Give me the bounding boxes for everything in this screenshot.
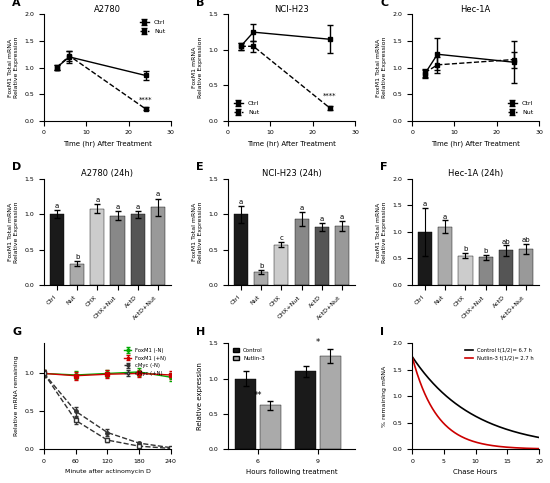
Legend: Control, Nutlin-3: Control, Nutlin-3 (231, 346, 267, 363)
Control t(1/2)= 6.7 h (443, 393, 449, 398)
Title: NCI-H23: NCI-H23 (274, 5, 309, 14)
Y-axis label: FoxM1 Total mRNA
Relative Expression: FoxM1 Total mRNA Relative Expression (8, 37, 19, 98)
Text: H: H (196, 327, 206, 337)
Text: E: E (196, 162, 204, 172)
Y-axis label: Relative mRNA remaining: Relative mRNA remaining (14, 356, 19, 437)
Nutlin-3 t(1/2)= 2.7 h (414, 371, 421, 377)
X-axis label: Time (hr) After Treatment: Time (hr) After Treatment (63, 141, 152, 147)
Title: NCI-H23 (24h): NCI-H23 (24h) (262, 169, 321, 178)
Text: a: a (95, 197, 100, 203)
X-axis label: Hours following treatment: Hours following treatment (246, 469, 337, 475)
Control t(1/2)= 6.7 h (416, 364, 423, 370)
Control t(1/2)= 6.7 h (432, 383, 439, 389)
Text: C: C (381, 0, 388, 8)
Text: B: B (196, 0, 205, 8)
Title: Hec-1A (24h): Hec-1A (24h) (448, 169, 503, 178)
Nutlin-3 t(1/2)= 2.7 h (416, 378, 423, 384)
Legend: Control t(1/2)= 6.7 h, Nutlin-3 t(1/2)= 2.7 h: Control t(1/2)= 6.7 h, Nutlin-3 t(1/2)= … (463, 346, 536, 363)
Line: Nutlin-3 t(1/2)= 2.7 h: Nutlin-3 t(1/2)= 2.7 h (412, 356, 539, 449)
Bar (519, 249, 534, 285)
X-axis label: Minute after actinomycin D: Minute after actinomycin D (64, 469, 150, 474)
Y-axis label: FoxM1 Total mRNA
Relative Expression: FoxM1 Total mRNA Relative Expression (376, 37, 387, 98)
Bar (235, 379, 256, 449)
Text: a: a (136, 203, 140, 210)
Bar (131, 214, 145, 285)
Text: ab: ab (502, 239, 510, 244)
Legend: Ctrl, Nut: Ctrl, Nut (231, 99, 262, 117)
Bar (260, 405, 281, 449)
Bar (90, 209, 104, 285)
Text: c: c (279, 235, 283, 241)
Text: a: a (156, 191, 160, 198)
Line: Control t(1/2)= 6.7 h: Control t(1/2)= 6.7 h (412, 356, 539, 438)
Bar (335, 226, 349, 285)
Text: a: a (423, 201, 427, 207)
Nutlin-3 t(1/2)= 2.7 h (536, 446, 542, 452)
Bar (320, 356, 341, 449)
Bar (478, 257, 493, 285)
Bar (254, 272, 268, 285)
Bar (315, 227, 329, 285)
Bar (274, 244, 288, 285)
Bar (151, 207, 165, 285)
Bar (499, 250, 513, 285)
Text: b: b (483, 248, 488, 254)
Title: A2780 (24h): A2780 (24h) (81, 169, 134, 178)
Bar (50, 214, 64, 285)
X-axis label: Time (hr) After Treatment: Time (hr) After Treatment (431, 141, 520, 147)
Text: a: a (320, 215, 324, 222)
Text: a: a (55, 203, 59, 209)
Text: a: a (443, 213, 447, 220)
Bar (111, 215, 125, 285)
Text: a: a (239, 199, 243, 205)
Y-axis label: FoxM1 Total mRNA
Relative Expression: FoxM1 Total mRNA Relative Expression (376, 201, 387, 263)
Text: *: * (316, 338, 320, 347)
Control t(1/2)= 6.7 h (414, 361, 421, 367)
Nutlin-3 t(1/2)= 2.7 h (529, 446, 536, 452)
Control t(1/2)= 6.7 h (525, 432, 531, 438)
Control t(1/2)= 6.7 h (536, 435, 542, 440)
Legend: Ctrl, Nut: Ctrl, Nut (137, 17, 168, 37)
Text: a: a (340, 214, 344, 220)
Y-axis label: Relative expression: Relative expression (197, 362, 203, 430)
Control t(1/2)= 6.7 h (529, 433, 536, 439)
X-axis label: Time (hr) After Treatment: Time (hr) After Treatment (247, 141, 336, 147)
Bar (418, 232, 432, 285)
Text: F: F (381, 162, 388, 172)
Text: I: I (381, 327, 384, 337)
Text: b: b (463, 246, 467, 253)
Nutlin-3 t(1/2)= 2.7 h (432, 411, 439, 416)
Text: b: b (259, 263, 263, 269)
Nutlin-3 t(1/2)= 2.7 h (409, 354, 415, 359)
Y-axis label: % remaining mRNA: % remaining mRNA (382, 366, 387, 427)
Text: **: ** (254, 391, 262, 400)
Title: Hec-1A: Hec-1A (460, 5, 491, 14)
Bar (295, 219, 309, 285)
Bar (295, 371, 316, 449)
Y-axis label: FoxM1 mRNA
Relative Expression: FoxM1 mRNA Relative Expression (192, 37, 203, 98)
Legend: Ctrl, Nut: Ctrl, Nut (505, 99, 536, 117)
Text: *: * (251, 30, 256, 39)
Y-axis label: FoxM1 Total mRNA
Relative Expression: FoxM1 Total mRNA Relative Expression (8, 201, 19, 263)
Text: a: a (116, 204, 120, 210)
Text: ****: **** (323, 93, 337, 99)
Text: b: b (75, 254, 79, 260)
Text: a: a (300, 205, 304, 211)
X-axis label: Chase Hours: Chase Hours (454, 469, 498, 475)
Bar (234, 214, 248, 285)
Text: ab: ab (522, 237, 530, 243)
Control t(1/2)= 6.7 h (409, 354, 415, 359)
Bar (458, 256, 472, 285)
Legend: FoxM1 (-N), FoxM1 (+N), cMyc (-N), cMyc (+N): FoxM1 (-N), FoxM1 (+N), cMyc (-N), cMyc … (123, 346, 168, 378)
Nutlin-3 t(1/2)= 2.7 h (525, 445, 531, 451)
Nutlin-3 t(1/2)= 2.7 h (443, 423, 449, 428)
Text: G: G (12, 327, 21, 337)
Bar (438, 227, 452, 285)
Text: A: A (12, 0, 21, 8)
Title: A2780: A2780 (94, 5, 121, 14)
Bar (70, 264, 84, 285)
Y-axis label: FoxM1 Total mRNA
Relative Expression: FoxM1 Total mRNA Relative Expression (192, 201, 203, 263)
Text: D: D (12, 162, 21, 172)
Text: ****: **** (139, 97, 152, 103)
